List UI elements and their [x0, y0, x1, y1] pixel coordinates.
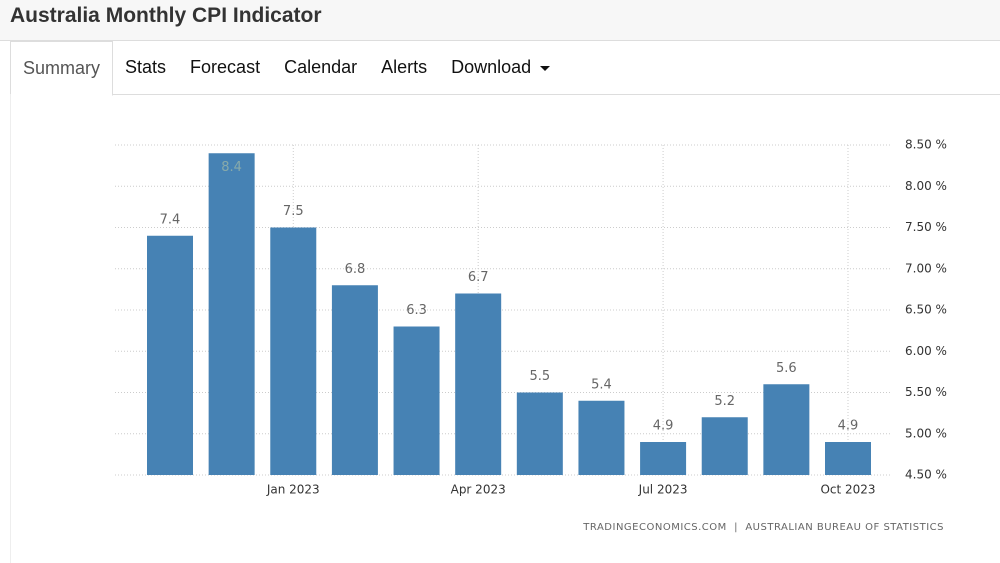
bar: [516, 392, 563, 475]
y-tick-label: 5.00 %: [905, 426, 947, 440]
data-label: 5.5: [529, 369, 550, 384]
bar: [270, 227, 317, 475]
y-tick-label: 4.50 %: [905, 468, 947, 482]
tab[interactable]: Summary: [10, 41, 114, 96]
bar: [208, 153, 255, 475]
tab-label: Summary: [23, 58, 101, 78]
tab[interactable]: Alerts: [369, 41, 439, 94]
bar: [393, 326, 440, 475]
data-label: 6.8: [345, 262, 366, 277]
y-tick-label: 7.50 %: [905, 220, 947, 234]
source-note: TRADINGECONOMICS.COM | AUSTRALIAN BUREAU…: [582, 522, 944, 533]
x-tick-label: Jul 2023: [638, 483, 688, 497]
y-tick-label: 8.00 %: [905, 179, 947, 193]
bar: [331, 285, 378, 475]
tab[interactable]: Download: [439, 41, 562, 94]
tab-bar: Summary Stats Forecast Calendar Alerts Downlo…: [10, 41, 1000, 96]
tab-label: Stats: [125, 57, 167, 77]
y-tick-label: 5.50 %: [905, 385, 947, 399]
bar: [147, 235, 193, 475]
data-label: 8.4: [221, 160, 242, 175]
tab-label: Forecast: [190, 57, 261, 77]
tab[interactable]: Forecast: [178, 41, 272, 94]
y-tick-label: 6.00 %: [905, 344, 947, 358]
data-label: 5.2: [714, 394, 735, 409]
bar: [578, 400, 625, 475]
tab[interactable]: Calendar: [272, 41, 369, 94]
data-label: 7.4: [160, 212, 181, 227]
tab-label: Download: [451, 57, 532, 77]
bar: [455, 293, 502, 475]
bar: [701, 417, 748, 475]
data-label: 5.4: [591, 377, 612, 392]
data-label: 5.6: [776, 361, 797, 376]
data-label: 4.9: [838, 419, 859, 434]
divider: [10, 94, 11, 563]
dropdown-caret: [540, 65, 551, 71]
bar: [825, 442, 871, 475]
bar: [763, 384, 810, 475]
x-tick-label: Oct 2023: [820, 483, 875, 497]
header: Australia Monthly CPI Indicator: [0, 0, 1000, 41]
tab[interactable]: Stats: [113, 41, 178, 94]
data-label: 7.5: [283, 204, 304, 219]
page-title: Australia Monthly CPI Indicator: [10, 4, 322, 27]
tab-label: Calendar: [284, 57, 358, 77]
y-tick-label: 7.00 %: [905, 261, 947, 275]
y-tick-label: 6.50 %: [905, 303, 947, 317]
tab-label: Alerts: [381, 57, 428, 77]
bar: [640, 442, 687, 475]
data-label: 6.3: [406, 303, 427, 318]
y-tick-label: 8.50 %: [905, 138, 947, 152]
data-label: 4.9: [653, 419, 674, 434]
data-label: 6.7: [468, 270, 489, 285]
x-tick-label: Apr 2023: [451, 483, 506, 497]
x-tick-label: Jan 2023: [266, 483, 320, 497]
